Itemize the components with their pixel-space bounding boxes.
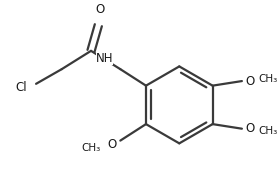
Text: O: O — [246, 122, 255, 135]
Text: O: O — [246, 75, 255, 88]
Text: CH₃: CH₃ — [258, 74, 277, 84]
Text: NH: NH — [96, 52, 113, 65]
Text: CH₃: CH₃ — [258, 125, 277, 136]
Text: Cl: Cl — [15, 81, 27, 94]
Text: CH₃: CH₃ — [81, 143, 100, 153]
Text: O: O — [107, 138, 117, 151]
Text: O: O — [96, 3, 105, 16]
